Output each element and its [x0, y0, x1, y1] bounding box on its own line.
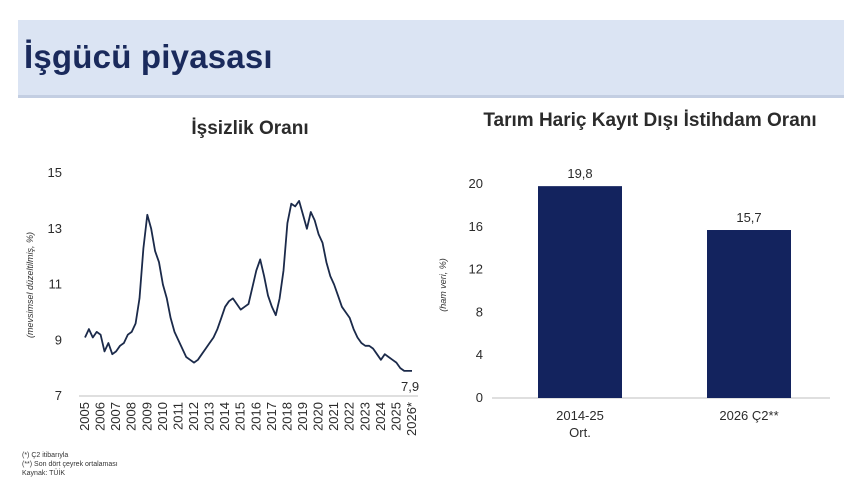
footnote-source: Kaynak: TÜİK: [22, 470, 66, 477]
x-tick-label: 2021: [326, 402, 341, 431]
x-tick-label: 2020: [311, 402, 326, 431]
bar: [707, 230, 791, 398]
x-tick-label: 2007: [108, 402, 123, 431]
bar-value-label: 19,8: [567, 166, 592, 181]
x-tick-label: 2010: [155, 402, 170, 431]
x-tick-label: 2013: [202, 402, 217, 431]
x-category-label: Ort.: [569, 425, 591, 440]
x-tick-label: 2017: [264, 402, 279, 431]
x-tick-label: 2026*: [404, 402, 419, 436]
y-tick-label: 15: [48, 165, 62, 180]
x-tick-label: 2008: [124, 402, 139, 431]
y-tick-label: 8: [476, 304, 483, 319]
page-title: İşgücü piyasası: [24, 38, 273, 75]
x-tick-label: 2025: [388, 402, 403, 431]
x-category-label: 2026 Ç2**: [719, 408, 778, 423]
x-category-label: 2014-25: [556, 408, 604, 423]
informal-employment-chart-title: Tarım Hariç Kayıt Dışı İstihdam Oranı: [483, 110, 817, 131]
y-tick-label: 9: [55, 332, 62, 347]
bar: [538, 186, 622, 398]
y-tick-label: 11: [49, 277, 63, 292]
x-tick-label: 2016: [248, 402, 263, 431]
x-tick-label: 2011: [170, 402, 185, 430]
y-axis-label: (mevsimsel düzeltilmiş, %): [25, 232, 35, 338]
page-header: İşgücü piyasası: [18, 20, 844, 98]
unemployment-series-line: [84, 199, 412, 372]
footnote-2: (**) Son dört çeyrek ortalaması: [22, 461, 118, 468]
y-tick-label: 20: [469, 176, 483, 191]
x-tick-label: 2005: [77, 402, 92, 431]
last-value-label: 7,9: [401, 379, 419, 394]
bar-value-label: 15,7: [736, 210, 761, 225]
x-tick-label: 2012: [186, 402, 201, 431]
x-tick-label: 2018: [279, 402, 294, 431]
y-tick-label: 16: [469, 219, 483, 234]
y-tick-label: 12: [469, 262, 483, 277]
unemployment-chart-title: İşsizlik Oranı: [191, 118, 309, 139]
footnote-1: (*) Ç2 itibarıyla: [22, 452, 69, 459]
x-tick-label: 2014: [217, 402, 232, 431]
x-tick-label: 2015: [233, 402, 248, 431]
y-axis-label: (ham veri, %): [438, 258, 448, 312]
x-tick-label: 2024: [373, 402, 388, 431]
x-tick-label: 2009: [139, 402, 154, 431]
y-tick-label: 4: [476, 347, 483, 362]
y-tick-label: 13: [48, 221, 62, 236]
x-tick-label: 2022: [342, 402, 357, 431]
x-tick-label: 2019: [295, 402, 310, 431]
x-tick-label: 2006: [93, 402, 108, 431]
y-tick-label: 7: [55, 388, 62, 403]
y-tick-label: 0: [476, 390, 483, 405]
x-tick-label: 2023: [357, 402, 372, 431]
